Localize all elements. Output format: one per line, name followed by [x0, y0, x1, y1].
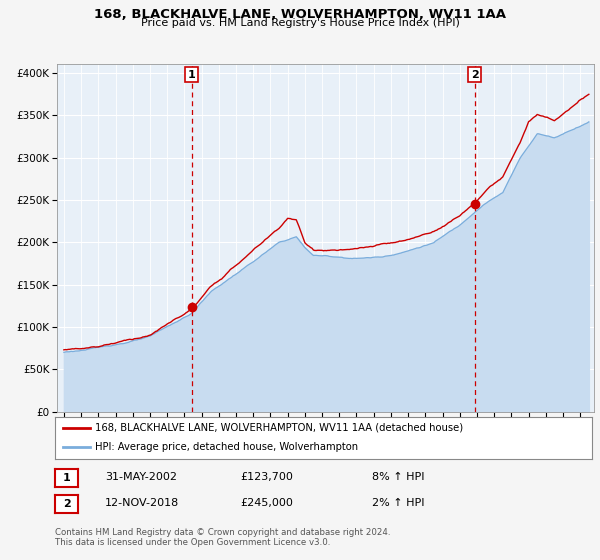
- Text: 8% ↑ HPI: 8% ↑ HPI: [372, 472, 425, 482]
- Text: 1: 1: [63, 473, 70, 483]
- Text: 168, BLACKHALVE LANE, WOLVERHAMPTON, WV11 1AA: 168, BLACKHALVE LANE, WOLVERHAMPTON, WV1…: [94, 8, 506, 21]
- Text: Price paid vs. HM Land Registry's House Price Index (HPI): Price paid vs. HM Land Registry's House …: [140, 18, 460, 29]
- Text: £245,000: £245,000: [240, 498, 293, 508]
- Text: £123,700: £123,700: [240, 472, 293, 482]
- Text: Contains HM Land Registry data © Crown copyright and database right 2024.
This d: Contains HM Land Registry data © Crown c…: [55, 528, 391, 547]
- Text: 1: 1: [188, 69, 196, 80]
- Text: 12-NOV-2018: 12-NOV-2018: [105, 498, 179, 508]
- Text: 168, BLACKHALVE LANE, WOLVERHAMPTON, WV11 1AA (detached house): 168, BLACKHALVE LANE, WOLVERHAMPTON, WV1…: [95, 423, 464, 433]
- Text: HPI: Average price, detached house, Wolverhampton: HPI: Average price, detached house, Wolv…: [95, 442, 359, 452]
- Text: 31-MAY-2002: 31-MAY-2002: [105, 472, 177, 482]
- Text: 2% ↑ HPI: 2% ↑ HPI: [372, 498, 425, 508]
- Text: 2: 2: [471, 69, 479, 80]
- Text: 2: 2: [63, 499, 70, 509]
